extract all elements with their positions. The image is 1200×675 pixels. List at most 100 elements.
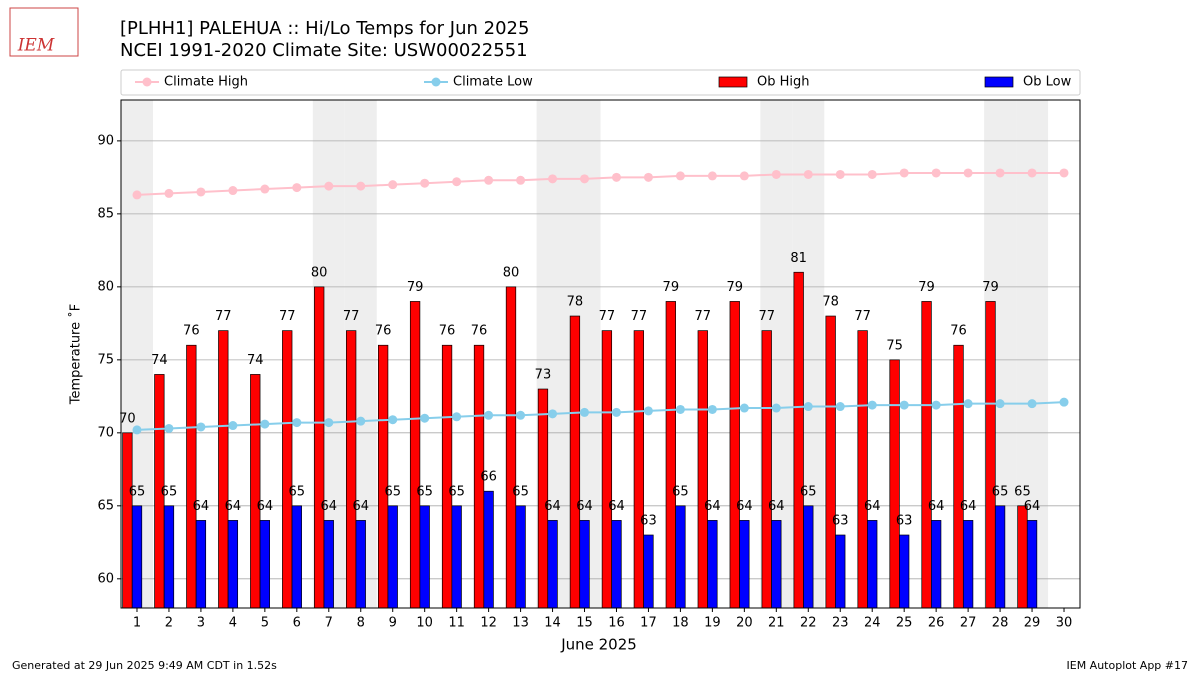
x-tick-label: 12 [480,616,497,631]
line-point [228,186,238,196]
bar [611,520,622,609]
bar-value-label: 77 [343,309,360,324]
line-point [228,421,238,431]
bar [579,520,590,609]
bar-value-label: 64 [193,499,210,514]
x-tick-label: 4 [229,616,237,631]
bar-value-label: 63 [896,514,913,529]
x-tick-label: 26 [928,616,945,631]
line [136,401,1065,431]
bar-value-label: 64 [576,499,593,514]
legend-marker [142,77,152,87]
bar-value-label: 76 [471,324,488,339]
bar-value-label: 77 [695,309,712,324]
y-tick-label: 80 [97,279,114,294]
line-point [963,399,973,409]
bar-value-label: 64 [960,499,977,514]
bar [1026,520,1038,609]
line-point [611,172,621,182]
line-point [388,180,398,190]
line-point [707,171,717,181]
line-point [739,403,749,413]
bar-value-label: 76 [950,324,967,339]
line-point [1027,399,1037,409]
bar [314,286,325,609]
bar-value-label: 80 [311,265,328,280]
x-tick-label: 30 [1056,616,1073,631]
bar-value-label: 65 [448,484,465,499]
legend-label: Ob High [757,75,810,90]
footer-right: IEM Autoplot App #17 [1067,659,1189,672]
line-point [580,174,590,184]
bar-value-label: 74 [151,353,168,368]
bar-value-label: 77 [758,309,775,324]
line-point [995,168,1005,178]
bar-value-label: 64 [768,499,785,514]
line-point [420,178,430,188]
bar-value-label: 63 [640,514,657,529]
line-point [835,169,845,179]
bar [387,505,398,609]
bar-value-label: 78 [567,295,584,310]
bar [962,520,974,609]
bar-value-label: 76 [375,324,392,339]
line-point [580,407,590,417]
bar [739,520,750,609]
chart-subtitle: NCEI 1991-2020 Climate Site: USW00022551 [120,40,528,61]
bar-value-label: 65 [384,484,401,499]
x-tick-label: 7 [325,616,333,631]
bar-value-label: 65 [992,484,1009,499]
bar-value-label: 79 [918,280,935,295]
line-point [548,409,558,419]
bar [793,271,804,609]
line-point [899,168,909,178]
line-point [356,181,366,191]
bar-value-label: 64 [864,499,881,514]
legend-marker [431,77,441,87]
legend-label: Ob Low [1023,75,1072,90]
bar-value-label: 65 [1014,484,1031,499]
bar [515,505,526,609]
line-point [164,423,174,433]
x-tick-label: 25 [896,616,913,631]
logo-text: IEM [17,36,55,56]
bar [729,301,740,609]
line-point [452,412,462,422]
bar-value-label: 64 [1024,499,1041,514]
line-point [260,419,270,429]
bar [825,315,836,609]
bar [931,520,942,609]
line-point [132,425,142,435]
plot-frame [120,99,1081,609]
x-tick-label: 15 [576,616,593,631]
bar-value-label: 80 [503,265,520,280]
bar [921,301,932,609]
bar [633,330,645,609]
line-point [292,418,302,428]
x-tick-label: 16 [608,616,625,631]
bar [409,301,421,609]
x-tick-label: 28 [992,616,1009,631]
bar [195,520,207,609]
bar [227,520,239,609]
line-point [356,416,366,426]
bar-value-label: 79 [407,280,424,295]
line-point [1059,168,1069,178]
bar [707,520,718,609]
bar-value-label: 73 [535,368,552,383]
line-point [803,169,813,179]
line-point [420,413,430,423]
bar-value-label: 75 [886,338,903,353]
x-tick-label: 9 [389,616,397,631]
x-axis-label: June 2025 [560,636,637,654]
bar [994,505,1006,609]
bar-value-label: 77 [279,309,296,324]
legend-label: Climate High [164,75,248,90]
line-point [164,188,174,198]
line-point [548,174,558,184]
bar [122,432,133,609]
x-tick-label: 29 [1024,616,1041,631]
line-point [867,169,877,179]
bar [346,330,357,609]
bar-value-label: 65 [289,484,306,499]
